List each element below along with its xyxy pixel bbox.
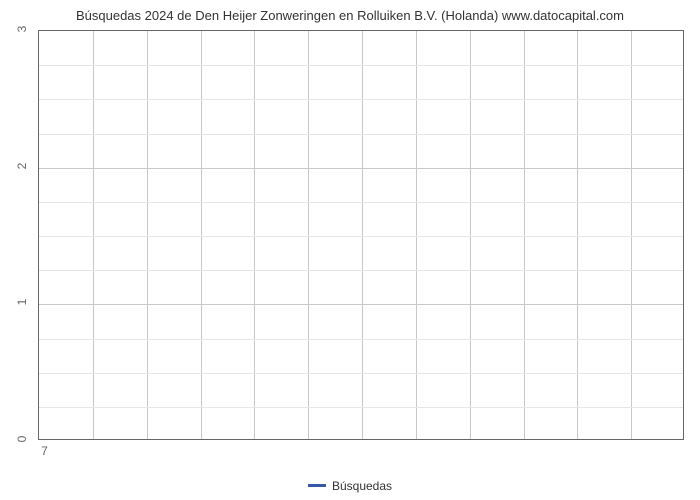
- x-tick-label: 7: [34, 444, 54, 458]
- grid-vertical: [470, 31, 471, 439]
- grid-horizontal-minor: [39, 236, 683, 237]
- grid-vertical: [362, 31, 363, 439]
- y-tick-label: 3: [15, 19, 29, 39]
- grid-horizontal-minor: [39, 65, 683, 66]
- grid-vertical: [577, 31, 578, 439]
- grid-horizontal-minor: [39, 407, 683, 408]
- grid-vertical: [147, 31, 148, 439]
- legend-swatch: [308, 484, 326, 487]
- y-tick-label: 1: [15, 292, 29, 312]
- grid-horizontal-minor: [39, 99, 683, 100]
- grid-horizontal-major: [39, 304, 683, 305]
- grid-vertical: [308, 31, 309, 439]
- grid-vertical: [416, 31, 417, 439]
- plot-area: [38, 30, 684, 440]
- chart-title: Búsquedas 2024 de Den Heijer Zonweringen…: [0, 8, 700, 23]
- legend: Búsquedas: [0, 478, 700, 493]
- y-tick-label: 0: [15, 429, 29, 449]
- y-tick-label: 2: [15, 156, 29, 176]
- grid-horizontal-minor: [39, 339, 683, 340]
- grid-vertical: [254, 31, 255, 439]
- grid-vertical: [201, 31, 202, 439]
- grid-horizontal-major: [39, 168, 683, 169]
- grid-horizontal-minor: [39, 134, 683, 135]
- legend-label: Búsquedas: [332, 479, 392, 493]
- grid-vertical: [93, 31, 94, 439]
- line-chart: Búsquedas 2024 de Den Heijer Zonweringen…: [0, 0, 700, 500]
- grid-horizontal-minor: [39, 373, 683, 374]
- grid-vertical: [524, 31, 525, 439]
- grid-horizontal-minor: [39, 202, 683, 203]
- grid-vertical: [631, 31, 632, 439]
- grid-horizontal-minor: [39, 270, 683, 271]
